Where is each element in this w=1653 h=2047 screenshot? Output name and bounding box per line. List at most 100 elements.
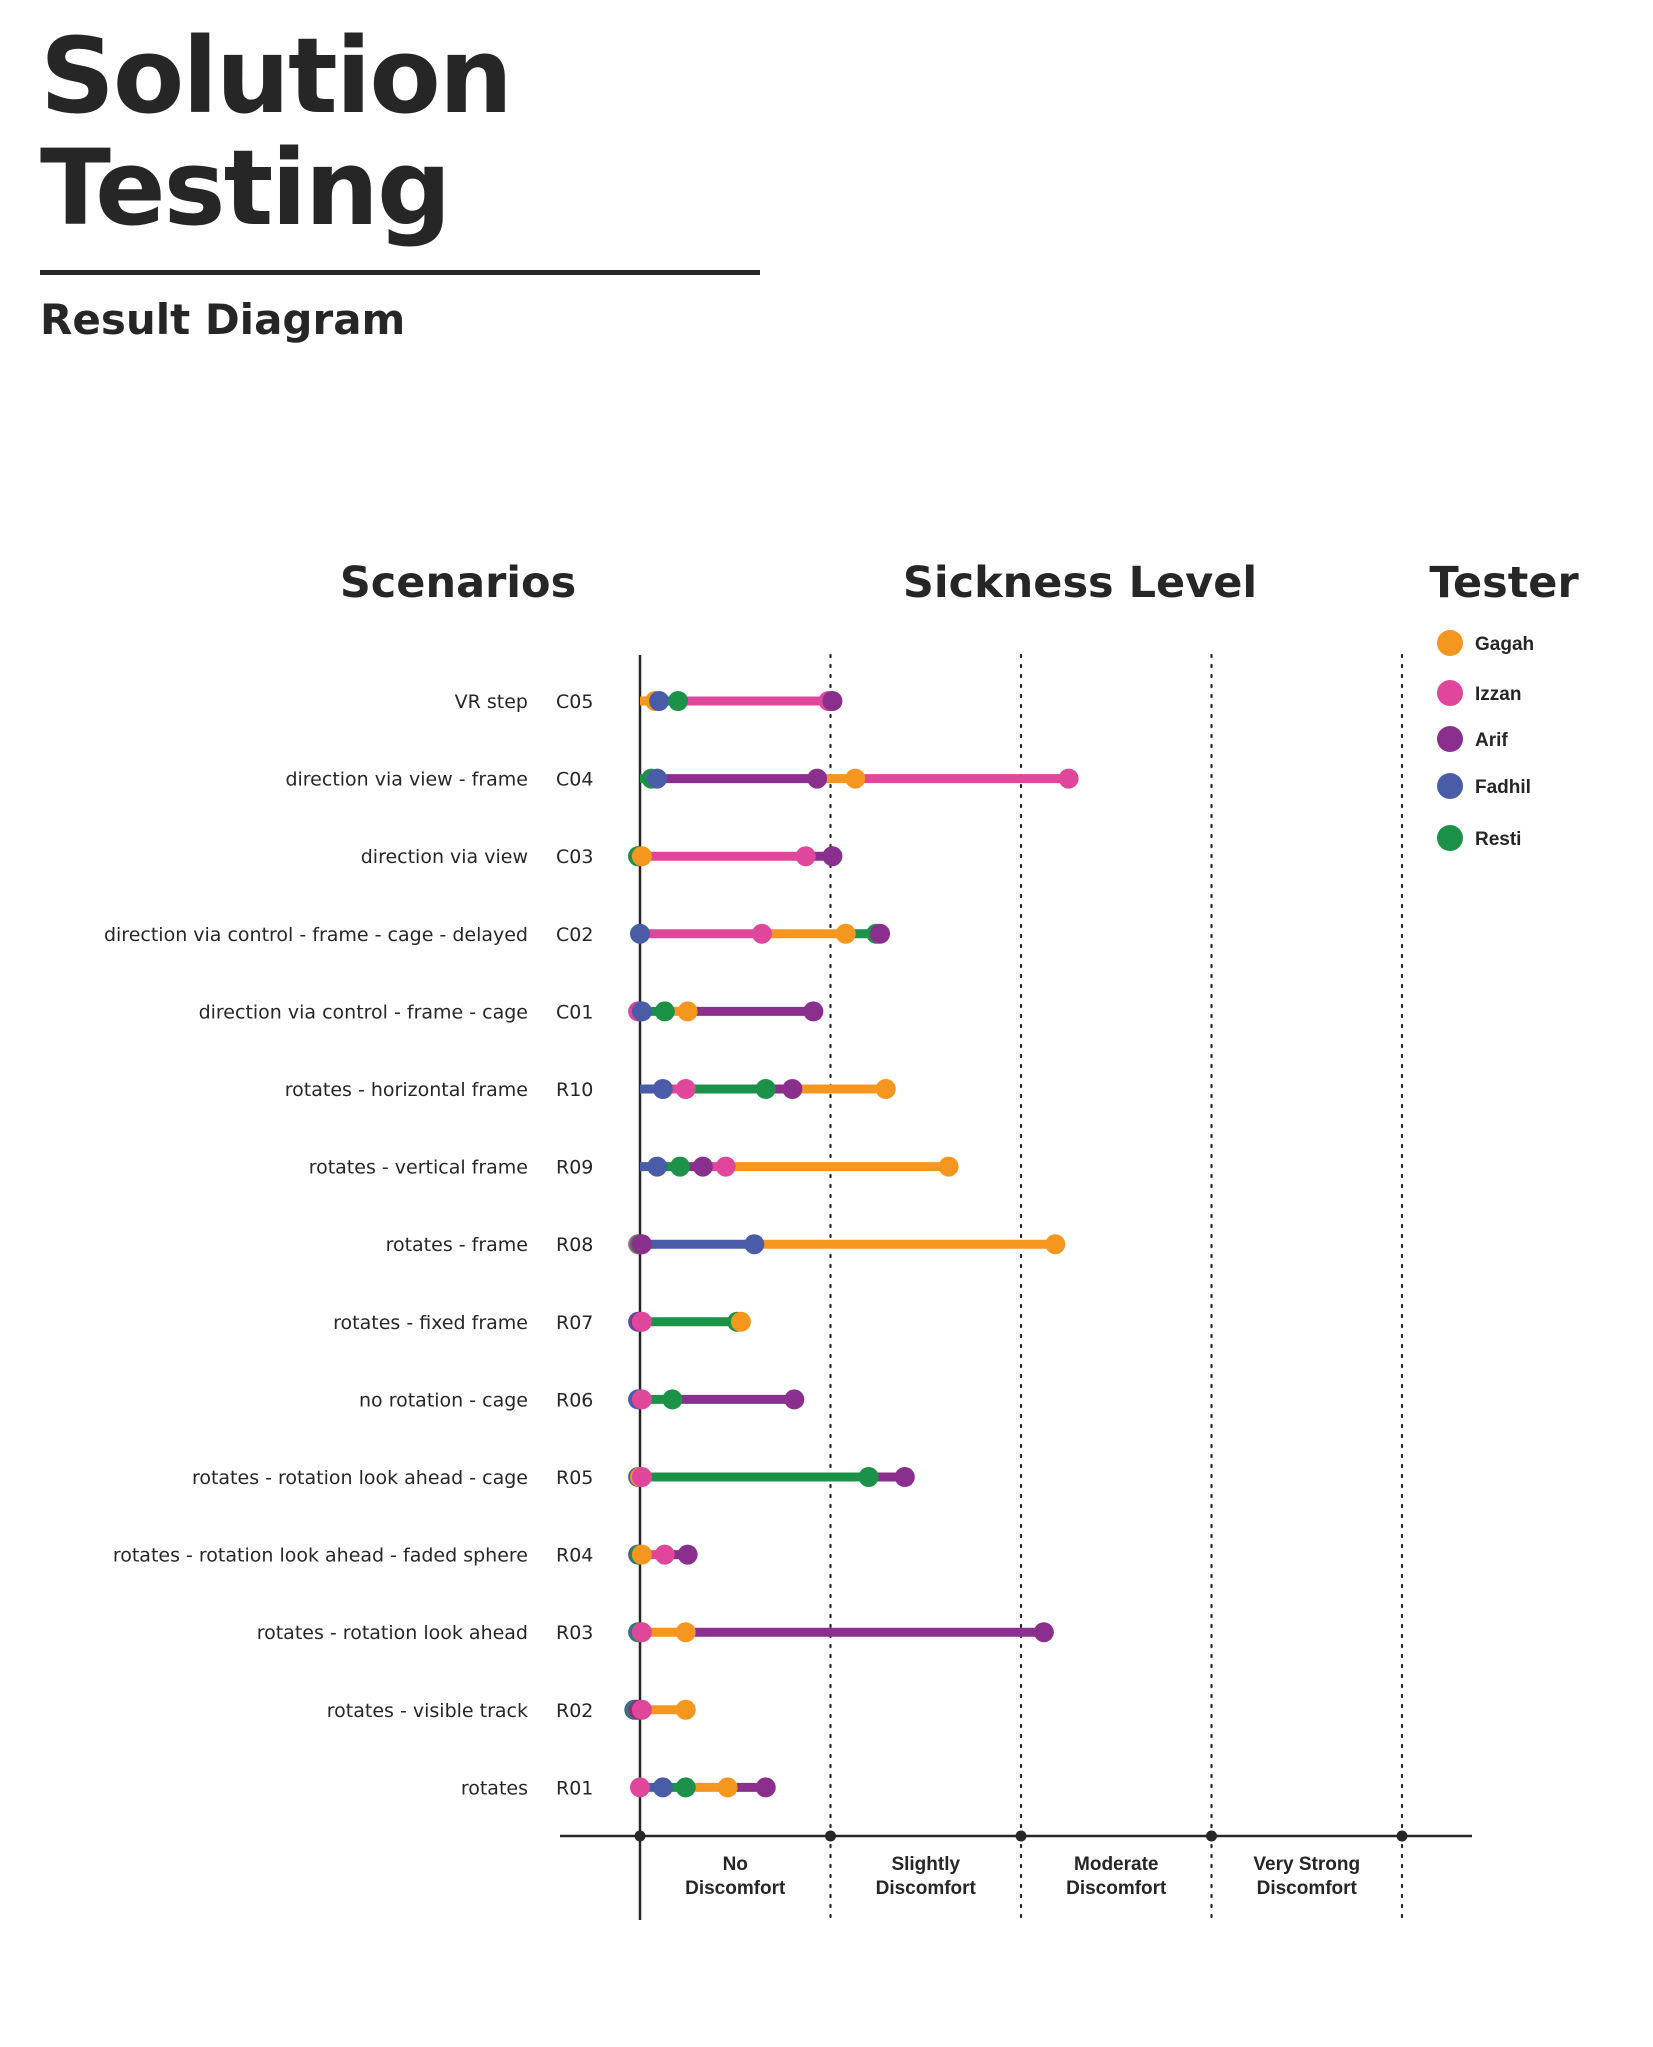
tester-dot-gagah (730, 1311, 751, 1332)
tester-dot-gagah (845, 768, 866, 789)
legend-swatch (1437, 630, 1463, 656)
scenario-label: VR step (455, 691, 528, 713)
legend-item: Fadhil (1437, 773, 1531, 799)
tester-dot-resti (654, 1001, 675, 1022)
axis-tick-dot (1396, 1830, 1408, 1842)
tester-dot-gagah (875, 1079, 896, 1099)
scenario-code: R08 (556, 1234, 593, 1256)
tester-dot-arif (807, 768, 828, 789)
page-title-line-1: Solution (40, 15, 513, 137)
tester-dot-izzan (631, 1389, 652, 1410)
scenario-code: R05 (556, 1467, 593, 1489)
scenario-code: C04 (556, 769, 593, 791)
tester-dot-gagah (938, 1156, 959, 1177)
level-label-line: Moderate (1074, 1854, 1158, 1875)
tester-dot-arif (803, 1001, 824, 1022)
axis-tick-dot (1206, 1830, 1217, 1842)
scenario-code: C05 (556, 691, 593, 713)
scenario-code: C03 (556, 846, 593, 868)
scenario-label: rotates - frame (386, 1234, 528, 1256)
sickness-level-heading: Sickness Level (903, 558, 1257, 608)
tester-dot-arif (870, 923, 891, 944)
tester-dot-gagah (631, 1544, 652, 1565)
tester-dot-fadhil (631, 1001, 652, 1022)
tester-dot-izzan (1058, 768, 1079, 789)
grid-layer: No Discomfort Slightly Discomfort Moderate Di… (560, 653, 1472, 1922)
level-label-line: Discomfort (685, 1878, 786, 1899)
tester-dot-gagah (677, 1001, 698, 1022)
tester-dot-fadhil (647, 1156, 668, 1177)
tester-dot-fadhil (652, 1079, 673, 1099)
tester-dot-resti (858, 1467, 879, 1487)
scenario-label: rotates - rotation look ahead - faded sp… (113, 1545, 528, 1567)
tester-dot-arif (822, 691, 843, 711)
legend-label: Resti (1475, 829, 1521, 850)
tester-heading: Tester (1429, 558, 1579, 608)
tester-dot-arif (822, 846, 843, 867)
tester-dot-arif (894, 1467, 915, 1487)
tester-dot-gagah (835, 923, 856, 944)
tester-dot-izzan (654, 1544, 675, 1565)
tester-dot-fadhil (630, 923, 650, 944)
legend-swatch (1437, 773, 1463, 799)
scenario-row: rotates - rotation look ahead - cage R05 (192, 1467, 915, 1489)
tester-dot-resti (668, 691, 689, 711)
scenario-code: C02 (556, 924, 593, 946)
scenario-row: rotates - vertical frame R09 (309, 1156, 959, 1179)
legend-swatch (1437, 825, 1463, 851)
tester-dot-izzan (715, 1156, 736, 1177)
tester-dot-gagah (717, 1777, 738, 1798)
scenario-label: direction via control - frame - cage (199, 1001, 528, 1023)
tester-dot-fadhil (647, 768, 668, 789)
scenario-label: rotates - vertical frame (309, 1157, 528, 1179)
tester-dot-izzan (675, 1079, 696, 1099)
legend-item: Arif (1437, 726, 1508, 752)
page-title-line-2: Testing (40, 127, 451, 249)
scenario-row: rotates R01 (461, 1777, 776, 1799)
scenario-label: rotates - horizontal frame (285, 1079, 528, 1101)
scenario-row: direction via control - frame - cage C01 (199, 1001, 824, 1023)
tester-dot-resti (662, 1389, 683, 1410)
title-divider (40, 270, 760, 275)
scenario-row: VR step C05 (455, 691, 843, 713)
legend-label: Gagah (1475, 634, 1534, 655)
scenarios-heading: Scenarios (340, 558, 576, 608)
scenario-code: R02 (556, 1700, 593, 1722)
level-label-line: Very Strong (1253, 1854, 1360, 1875)
scenario-label: direction via view (361, 846, 528, 868)
tester-dot-fadhil (744, 1234, 765, 1255)
tester-dot-arif (782, 1079, 803, 1099)
level-label-line: Slightly (891, 1854, 960, 1875)
scenario-label: no rotation - cage (359, 1389, 528, 1411)
scenario-row: direction via view - frame C04 (285, 768, 1079, 791)
scenario-row: direction via control - frame - cage - d… (104, 923, 891, 946)
tester-dot-izzan (751, 923, 772, 944)
tester-dot-izzan (630, 1777, 650, 1798)
tester-dot-arif (784, 1389, 805, 1410)
tester-dot-fadhil (652, 1777, 673, 1798)
level-label-line: Discomfort (1257, 1878, 1358, 1899)
tester-dot-gagah (1045, 1234, 1066, 1255)
tester-dot-resti (755, 1079, 776, 1099)
level-label: Slightly Discomfort (876, 1854, 977, 1899)
scenario-row: rotates - rotation look ahead R03 (257, 1622, 1054, 1644)
scenario-row: rotates - fixed frame R07 (333, 1311, 751, 1334)
level-label-line: No (723, 1854, 748, 1875)
tester-dot-gagah (675, 1699, 696, 1720)
scenario-row: direction via view C03 (361, 846, 843, 868)
scenario-code: R07 (556, 1312, 593, 1334)
scenario-code: R09 (556, 1157, 593, 1179)
scenario-label: direction via control - frame - cage - d… (104, 924, 528, 946)
axis-tick-dot (825, 1830, 836, 1842)
page-subtitle: Result Diagram (40, 295, 406, 344)
tester-dot-izzan (631, 1467, 652, 1487)
level-label: No Discomfort (685, 1854, 786, 1899)
scenario-label: direction via view - frame (285, 769, 528, 791)
axis-tick-dot (634, 1830, 646, 1842)
tester-dot-izzan (631, 1622, 652, 1643)
page-title: Solution Testing (40, 20, 780, 244)
tester-dot-arif (677, 1544, 698, 1565)
scenario-code: R01 (556, 1777, 593, 1799)
tester-dot-resti (670, 1156, 691, 1177)
